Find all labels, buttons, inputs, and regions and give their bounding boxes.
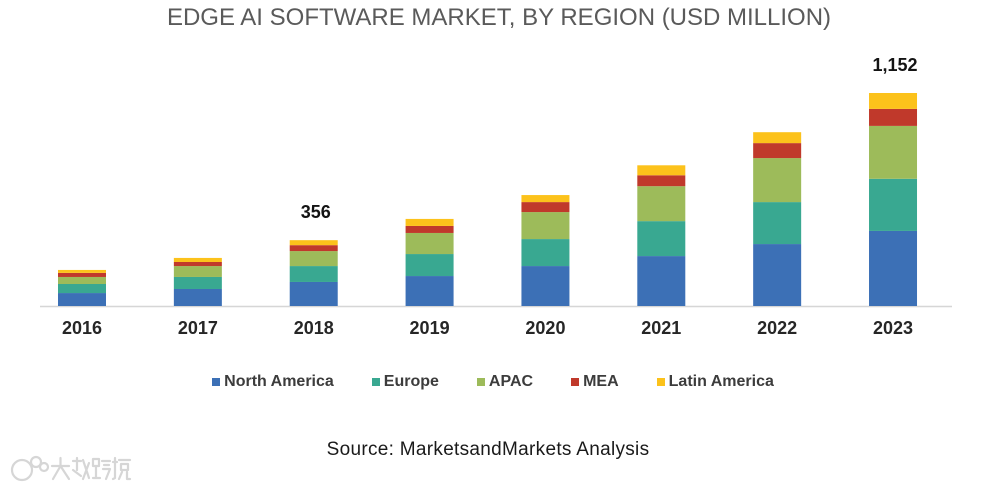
x-tick-label-2023: 2023 bbox=[873, 318, 913, 338]
legend-swatch-north-america bbox=[212, 378, 221, 386]
watermark-logo-dot bbox=[38, 461, 50, 473]
legend-item-mea: MEA bbox=[571, 372, 619, 392]
bar-segment-2017-mea bbox=[173, 261, 222, 267]
data-labels: 356 1,152 bbox=[301, 55, 918, 222]
legend-swatch-europe bbox=[371, 378, 380, 386]
bar-segment-2021-europe bbox=[637, 221, 686, 257]
bar-segment-2021-mea bbox=[637, 175, 686, 187]
bar-segment-2020-apac bbox=[521, 212, 570, 240]
data-label-total-2018: 356 bbox=[301, 202, 331, 222]
bar-segment-2020-europe bbox=[521, 239, 570, 267]
bar-segment-2017-north-america bbox=[173, 288, 222, 306]
legend-item-europe: Europe bbox=[371, 372, 439, 392]
watermark-logo bbox=[10, 455, 132, 482]
legend-label-europe: Europe bbox=[383, 373, 439, 390]
legend-label-latin-america: Latin America bbox=[668, 373, 774, 390]
bar-segment-2019-apac bbox=[405, 232, 454, 255]
watermark-logo-dot bbox=[29, 455, 43, 469]
bar-segment-2018-europe bbox=[289, 266, 338, 282]
bar-segment-2021-latin-america bbox=[637, 165, 686, 176]
watermark-glyph bbox=[91, 457, 112, 481]
bar-segment-2018-apac bbox=[289, 251, 338, 267]
x-tick-label-2016: 2016 bbox=[62, 318, 102, 338]
bar-segment-2022-north-america bbox=[753, 244, 802, 306]
bar-segment-2016-europe bbox=[58, 283, 106, 294]
bar-segment-2016-latin-america bbox=[58, 269, 106, 273]
bar-segment-2021-apac bbox=[637, 186, 686, 222]
bar-segment-2023-apac bbox=[869, 125, 918, 179]
bar-segment-2016-north-america bbox=[58, 293, 106, 306]
bar-segment-2023-mea bbox=[869, 108, 918, 126]
bar-segment-2017-apac bbox=[173, 266, 222, 277]
x-tick-label-2020: 2020 bbox=[525, 318, 565, 338]
x-tick-label-2017: 2017 bbox=[178, 318, 218, 338]
watermark-glyph bbox=[71, 456, 91, 481]
bar-segment-2021-north-america bbox=[637, 256, 686, 306]
bar-segment-2020-north-america bbox=[521, 266, 570, 307]
legend-item-latin-america: Latin America bbox=[656, 372, 774, 392]
legend-label-north-america: North America bbox=[224, 373, 334, 390]
watermark-logo-ring bbox=[10, 458, 34, 482]
bar-segment-2023-latin-america bbox=[869, 93, 918, 109]
bar-segment-2022-mea bbox=[753, 143, 802, 159]
bar-segment-2023-europe bbox=[869, 178, 918, 231]
bars-group bbox=[58, 93, 918, 307]
bar-segment-2019-europe bbox=[405, 254, 454, 277]
watermark-glyph bbox=[111, 456, 132, 481]
bar-segment-2019-north-america bbox=[405, 276, 454, 306]
bar-segment-2022-apac bbox=[753, 158, 802, 203]
bar-segment-2016-mea bbox=[58, 272, 106, 277]
bar-segment-2017-latin-america bbox=[173, 257, 222, 262]
bar-segment-2022-europe bbox=[753, 202, 802, 245]
legend-label-mea: MEA bbox=[583, 373, 619, 390]
bar-segment-2017-europe bbox=[173, 276, 222, 289]
data-label-total-2023: 1,152 bbox=[872, 55, 917, 75]
source-note: Source: MarketsandMarkets Analysis bbox=[326, 439, 650, 460]
bar-segment-2022-latin-america bbox=[753, 132, 802, 144]
bar-segment-2018-north-america bbox=[289, 281, 338, 306]
chart-legend: North America Europe APAC MEA Latin Amer… bbox=[0, 372, 986, 392]
x-tick-label-2021: 2021 bbox=[641, 318, 681, 338]
legend-item-apac: APAC bbox=[476, 372, 534, 392]
legend-label-apac: APAC bbox=[488, 373, 534, 390]
bar-segment-2018-mea bbox=[289, 245, 338, 252]
bar-segment-2019-mea bbox=[405, 225, 454, 233]
legend-swatch-mea bbox=[571, 378, 580, 386]
bar-segment-2020-mea bbox=[521, 202, 570, 213]
bar-segment-2020-latin-america bbox=[521, 195, 570, 203]
x-tick-label-2022: 2022 bbox=[757, 318, 797, 338]
watermark-glyph bbox=[50, 456, 71, 481]
x-tick-labels: 2016 2017 2018 2019 2020 2021 2022 2023 bbox=[62, 318, 913, 338]
x-tick-label-2019: 2019 bbox=[410, 318, 450, 338]
bar-segment-2019-latin-america bbox=[405, 218, 454, 226]
legend-item-north-america: North America bbox=[212, 372, 334, 392]
chart-title: EDGE AI SOFTWARE MARKET, BY REGION (USD … bbox=[166, 4, 832, 31]
bar-segment-2016-apac bbox=[58, 276, 106, 284]
bar-segment-2023-north-america bbox=[869, 230, 918, 306]
legend-swatch-apac bbox=[476, 378, 485, 386]
legend-swatch-latin-america bbox=[656, 378, 665, 386]
bar-segment-2018-latin-america bbox=[289, 240, 338, 246]
x-tick-label-2018: 2018 bbox=[294, 318, 334, 338]
